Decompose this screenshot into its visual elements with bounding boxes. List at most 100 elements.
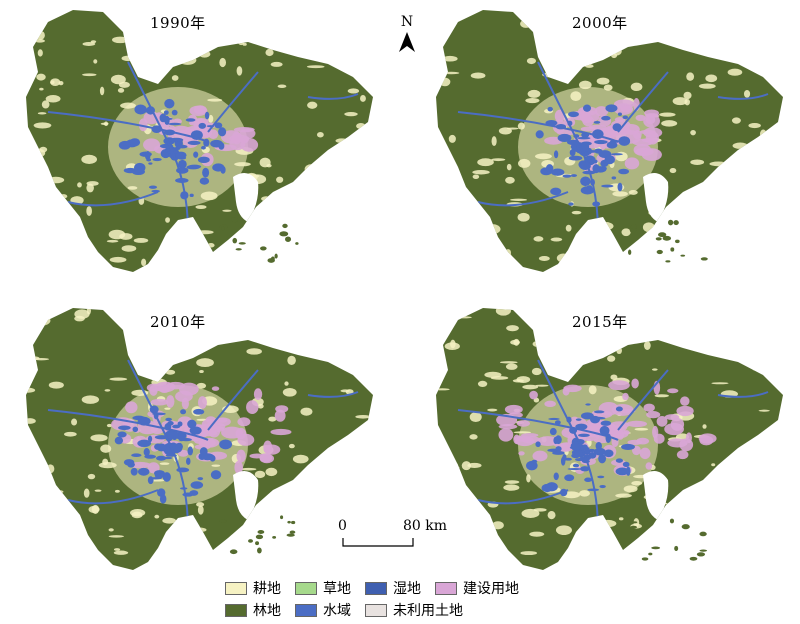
built-up-patch — [626, 420, 648, 428]
cropland-patch — [319, 474, 335, 482]
cropland-patch — [86, 308, 91, 315]
water-patch — [202, 167, 210, 178]
built-up-patch — [194, 444, 211, 450]
island — [630, 224, 637, 230]
cropland-patch — [633, 542, 645, 547]
built-up-patch — [529, 390, 538, 400]
cropland-patch — [167, 557, 186, 561]
cropland-patch — [637, 32, 650, 40]
cropland-patch — [287, 355, 296, 366]
built-up-patch — [614, 117, 626, 123]
cropland-patch — [288, 443, 295, 449]
island — [674, 545, 679, 552]
cropland-patch — [768, 460, 782, 464]
cropland-patch — [190, 527, 207, 533]
legend-item-grassland: 草地 — [295, 578, 351, 598]
cropland-patch — [661, 120, 678, 127]
cropland-patch — [316, 131, 324, 138]
cropland-patch — [174, 352, 191, 361]
cropland-patch — [157, 56, 169, 61]
water-patch — [601, 184, 614, 188]
cropland-patch — [334, 217, 341, 228]
cropland-patch — [33, 315, 51, 326]
built-up-patch — [639, 129, 656, 135]
island — [238, 242, 246, 245]
cropland-patch — [222, 209, 232, 212]
water-patch — [209, 455, 216, 462]
cropland-patch — [701, 311, 717, 322]
cropland-patch — [104, 389, 111, 392]
cropland-patch — [564, 12, 571, 23]
cropland-patch — [505, 176, 515, 184]
cropland-patch — [566, 337, 573, 347]
water-patch — [177, 421, 183, 427]
cropland-patch — [510, 339, 520, 345]
cropland-patch — [537, 351, 544, 354]
cropland-patch — [752, 367, 765, 372]
water-patch — [545, 164, 554, 173]
island — [255, 541, 260, 546]
cropland-patch — [26, 185, 37, 192]
island — [699, 531, 707, 537]
water-patch — [617, 182, 623, 192]
cropland-patch — [477, 380, 488, 388]
cropland-patch — [282, 313, 293, 320]
cropland-patch — [703, 30, 713, 41]
cropland-patch — [759, 240, 775, 248]
cropland-patch — [704, 37, 709, 41]
island — [669, 518, 675, 524]
cropland-patch — [215, 26, 223, 33]
cropland-patch — [686, 72, 695, 81]
cropland-patch — [164, 538, 171, 545]
cropland-patch — [294, 18, 300, 29]
cropland-patch — [28, 356, 40, 361]
built-up-patch — [125, 401, 138, 414]
legend-swatch — [365, 603, 387, 617]
year-title-2010: 2010年 — [150, 313, 206, 331]
cropland-patch — [113, 548, 121, 551]
cropland-patch — [81, 395, 100, 404]
water-patch — [143, 110, 152, 113]
cropland-patch — [752, 441, 769, 449]
cropland-patch — [669, 168, 677, 174]
water-patch — [588, 452, 597, 459]
cropland-patch — [444, 461, 459, 469]
water-patch — [156, 443, 167, 452]
cropland-patch — [765, 367, 777, 375]
built-up-patch — [197, 396, 207, 409]
water-patch — [603, 449, 614, 458]
cropland-patch — [178, 55, 197, 65]
cropland-patch — [243, 554, 253, 560]
cropland-patch — [588, 348, 604, 354]
cropland-patch — [214, 13, 227, 18]
cropland-patch — [331, 44, 341, 51]
cropland-patch — [727, 68, 743, 76]
cropland-patch — [269, 491, 283, 494]
cropland-patch — [743, 90, 751, 98]
cropland-patch — [596, 34, 607, 38]
cropland-patch — [196, 230, 214, 235]
water-patch — [555, 446, 562, 452]
cropland-patch — [498, 127, 512, 135]
legend-label: 建设用地 — [463, 581, 519, 597]
water-patch — [618, 168, 630, 175]
legend-item-wetland: 湿地 — [365, 578, 421, 598]
built-up-patch — [235, 427, 247, 440]
cropland-patch — [219, 57, 227, 68]
cropland-patch — [437, 493, 455, 499]
water-patch — [577, 433, 590, 437]
built-up-patch — [645, 462, 653, 470]
water-patch — [605, 104, 618, 113]
cropland-patch — [495, 308, 511, 316]
cropland-patch — [199, 369, 204, 374]
built-up-patch — [253, 388, 263, 400]
built-up-patch — [236, 449, 246, 463]
cropland-patch — [529, 531, 545, 537]
land-use-map-2010 — [26, 308, 373, 570]
water-patch — [567, 467, 582, 471]
cropland-patch — [45, 225, 59, 232]
water-patch — [550, 187, 562, 196]
cropland-patch — [39, 87, 44, 91]
island — [219, 519, 228, 523]
water-patch — [548, 417, 560, 421]
